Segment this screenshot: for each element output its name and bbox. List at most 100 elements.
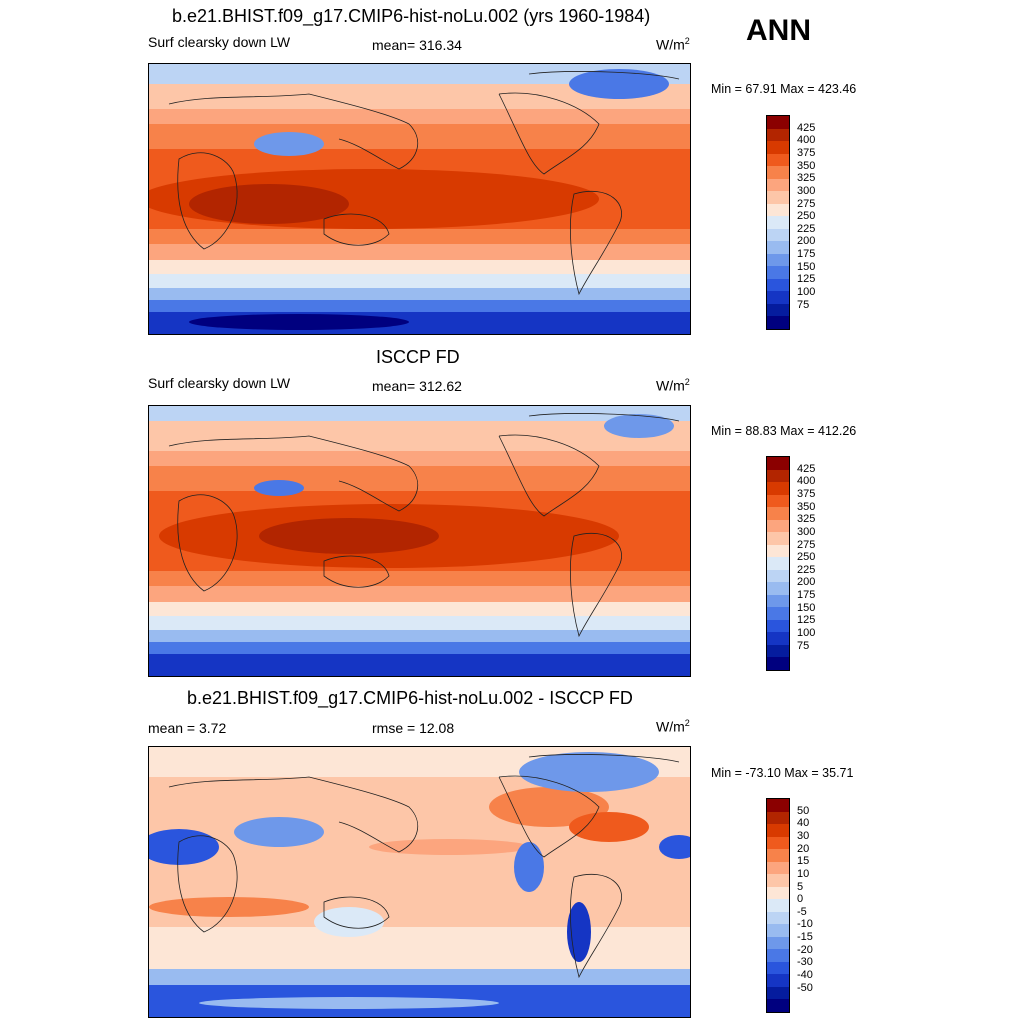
- colorbar-tick-label: 125: [797, 614, 816, 627]
- colorbar-swatch: [767, 457, 789, 470]
- panel-3-colorbar: [766, 798, 790, 1013]
- colorbar-swatch: [767, 961, 789, 975]
- colorbar-tick-label: 375: [797, 146, 816, 159]
- colorbar-tick-label: 200: [797, 235, 816, 248]
- panel-3-title: b.e21.BHIST.f09_g17.CMIP6-hist-noLu.002 …: [187, 688, 633, 708]
- panel-3-rmse-label: rmse = 12.08: [372, 720, 455, 736]
- colorbar-swatch: [767, 836, 789, 850]
- panel-1-minmax: Min = 67.91 Max = 423.46: [711, 82, 857, 96]
- panel-2-title: ISCCP FD: [376, 347, 460, 367]
- colorbar-swatch: [767, 141, 789, 154]
- colorbar-tick-label: 50: [797, 804, 810, 817]
- colorbar-tick-label: 225: [797, 222, 816, 235]
- colorbar-swatch: [767, 303, 789, 317]
- colorbar-tick-label: 300: [797, 184, 816, 197]
- colorbar-swatch: [767, 619, 789, 633]
- panel-2-units: W/m2: [656, 377, 690, 394]
- colorbar-swatch: [767, 924, 789, 937]
- colorbar-tick-label: 30: [797, 829, 810, 842]
- panel-1-units: W/m2: [656, 36, 690, 53]
- colorbar-tick-label: 150: [797, 601, 816, 614]
- colorbar-tick-label: -10: [797, 918, 813, 931]
- colorbar-swatch: [767, 949, 789, 962]
- panel-2-colorbar: [766, 456, 790, 671]
- colorbar-swatch: [767, 216, 789, 229]
- colorbar-tick-label: 325: [797, 172, 816, 185]
- colorbar-swatch: [767, 557, 789, 570]
- colorbar-tick-label: -30: [797, 956, 813, 969]
- colorbar-swatch: [767, 861, 789, 875]
- colorbar-tick-label: 400: [797, 475, 816, 488]
- panel-1-variable-label: Surf clearsky down LW: [148, 34, 291, 50]
- colorbar-tick-label: 250: [797, 210, 816, 223]
- colorbar-swatch: [767, 128, 789, 142]
- colorbar-swatch: [767, 657, 789, 670]
- colorbar-swatch: [767, 316, 789, 329]
- colorbar-swatch: [767, 203, 789, 217]
- colorbar-swatch: [767, 886, 789, 900]
- colorbar-swatch: [767, 291, 789, 304]
- colorbar-tick-label: -15: [797, 931, 813, 944]
- colorbar-tick-label: 275: [797, 197, 816, 210]
- colorbar-tick-label: 75: [797, 639, 810, 652]
- colorbar-tick-label: 325: [797, 513, 816, 526]
- colorbar-swatch: [767, 632, 789, 645]
- colorbar-swatch: [767, 519, 789, 533]
- colorbar-swatch: [767, 278, 789, 292]
- colorbar-tick-label: -20: [797, 943, 813, 956]
- colorbar-tick-label: 275: [797, 538, 816, 551]
- colorbar-swatch: [767, 494, 789, 508]
- colorbar-swatch: [767, 266, 789, 279]
- panel-3-minmax: Min = -73.10 Max = 35.71: [711, 766, 854, 780]
- colorbar-tick-label: 200: [797, 576, 816, 589]
- colorbar-tick-label: 20: [797, 842, 810, 855]
- colorbar-swatch: [767, 799, 789, 812]
- colorbar-swatch: [767, 911, 789, 925]
- colorbar-swatch: [767, 811, 789, 825]
- panel-2-variable-label: Surf clearsky down LW: [148, 375, 291, 391]
- colorbar-swatch: [767, 253, 789, 267]
- colorbar-tick-label: 10: [797, 867, 810, 880]
- colorbar-swatch: [767, 899, 789, 912]
- colorbar-tick-label: 425: [797, 462, 816, 475]
- colorbar-swatch: [767, 153, 789, 167]
- colorbar-swatch: [767, 849, 789, 862]
- panel-1-title: b.e21.BHIST.f09_g17.CMIP6-hist-noLu.002 …: [172, 6, 651, 26]
- colorbar-swatch: [767, 824, 789, 837]
- panel-2-minmax: Min = 88.83 Max = 412.26: [711, 424, 857, 438]
- colorbar-swatch: [767, 469, 789, 483]
- colorbar-tick-label: 400: [797, 134, 816, 147]
- panel-2-map: [148, 405, 691, 677]
- colorbar-swatch: [767, 228, 789, 242]
- panel-1-map: [148, 63, 691, 335]
- colorbar-tick-label: 300: [797, 525, 816, 538]
- season-label: ANN: [746, 14, 811, 47]
- colorbar-swatch: [767, 166, 789, 179]
- colorbar-swatch: [767, 507, 789, 520]
- colorbar-tick-label: 350: [797, 500, 816, 513]
- colorbar-tick-label: 100: [797, 286, 816, 299]
- colorbar-tick-label: -5: [797, 905, 807, 918]
- colorbar-swatch: [767, 532, 789, 545]
- colorbar-swatch: [767, 986, 789, 1000]
- colorbar-tick-label: 250: [797, 551, 816, 564]
- colorbar-tick-label: 175: [797, 248, 816, 261]
- colorbar-tick-label: 40: [797, 817, 810, 830]
- colorbar-tick-label: 375: [797, 487, 816, 500]
- panel-1-mean-label: mean= 316.34: [372, 37, 462, 53]
- colorbar-swatch: [767, 241, 789, 254]
- colorbar-tick-label: 0: [797, 893, 804, 906]
- colorbar-swatch: [767, 569, 789, 583]
- colorbar-swatch: [767, 178, 789, 192]
- panel-3-units: W/m2: [656, 718, 690, 735]
- panel-1-colorbar: [766, 115, 790, 330]
- colorbar-swatch: [767, 544, 789, 558]
- colorbar-tick-label: -50: [797, 981, 813, 994]
- panel-3-mean-label: mean = 3.72: [148, 720, 227, 736]
- colorbar-tick-label: 425: [797, 121, 816, 134]
- colorbar-swatch: [767, 482, 789, 495]
- colorbar-swatch: [767, 974, 789, 987]
- colorbar-swatch: [767, 874, 789, 887]
- colorbar-tick-label: 150: [797, 260, 816, 273]
- colorbar-tick-label: 75: [797, 298, 810, 311]
